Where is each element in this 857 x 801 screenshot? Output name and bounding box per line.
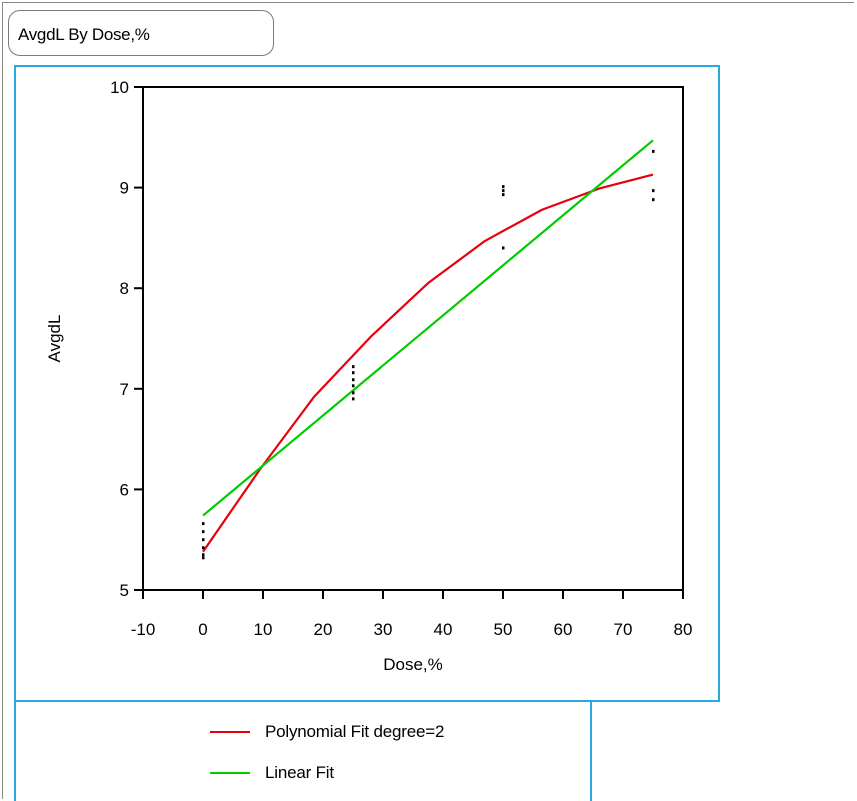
data-point xyxy=(352,378,355,382)
data-point xyxy=(202,556,205,560)
x-tick-label: -10 xyxy=(131,620,156,639)
data-point xyxy=(202,546,205,550)
y-tick-label: 8 xyxy=(120,279,129,298)
data-point xyxy=(502,185,505,189)
y-axis-label: AvgdL xyxy=(45,315,64,363)
y-tick-label: 6 xyxy=(120,480,129,499)
data-point xyxy=(352,371,355,375)
x-tick-label: 20 xyxy=(314,620,333,639)
legend-frame xyxy=(14,700,592,801)
legend-label-poly: Polynomial Fit degree=2 xyxy=(265,722,445,741)
legend-item-poly[interactable]: Polynomial Fit degree=2 xyxy=(210,722,444,742)
data-point xyxy=(352,365,355,369)
poly-fit-line xyxy=(202,173,654,553)
report-title: AvgdL By Dose,% xyxy=(18,25,150,44)
x-tick-label: 30 xyxy=(374,620,393,639)
x-tick-label: 60 xyxy=(554,620,573,639)
data-point xyxy=(352,384,355,388)
x-tick-label: 40 xyxy=(434,620,453,639)
legend-label-linear: Linear Fit xyxy=(265,763,334,782)
data-point xyxy=(352,391,355,395)
linear-fit-line xyxy=(202,139,654,517)
data-point xyxy=(502,193,505,197)
data-point xyxy=(652,198,655,202)
plot-area xyxy=(142,86,684,591)
data-point xyxy=(202,538,205,542)
data-point xyxy=(652,189,655,193)
legend-swatch-poly xyxy=(210,731,250,733)
data-point xyxy=(202,530,205,534)
y-tick-label: 10 xyxy=(110,78,129,97)
data-point xyxy=(502,246,505,250)
legend-item-linear[interactable]: Linear Fit xyxy=(210,763,334,783)
y-tick-label: 9 xyxy=(120,179,129,198)
data-point xyxy=(352,397,355,401)
data-point xyxy=(652,149,655,153)
x-tick-label: 0 xyxy=(198,620,207,639)
x-tick-label: 80 xyxy=(674,620,693,639)
y-tick-label: 5 xyxy=(120,581,129,600)
y-tick-label: 7 xyxy=(120,380,129,399)
x-tick-label: 70 xyxy=(614,620,633,639)
data-point xyxy=(502,189,505,193)
data-point xyxy=(202,553,205,557)
x-axis-label: Dose,% xyxy=(383,655,443,674)
x-tick-label: 50 xyxy=(494,620,513,639)
report-title-box[interactable]: AvgdL By Dose,% xyxy=(8,10,274,56)
x-tick-label: 10 xyxy=(254,620,273,639)
data-point xyxy=(202,522,205,526)
legend-swatch-linear xyxy=(210,772,250,774)
